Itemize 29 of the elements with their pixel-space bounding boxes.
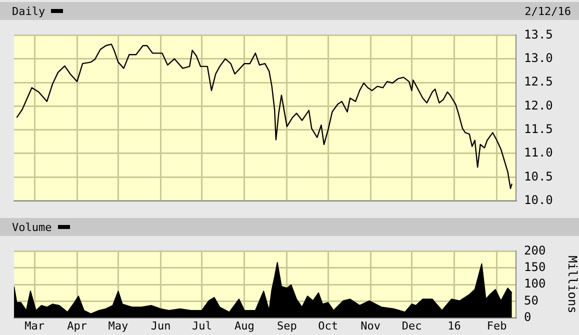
x-tick-label: Feb bbox=[486, 319, 507, 332]
x-tick-label: Dec bbox=[402, 319, 422, 332]
y2-tick-label: 150 bbox=[524, 260, 546, 274]
x-tick-label: Mar bbox=[24, 319, 45, 332]
y2-tick-label: 0 bbox=[524, 310, 532, 324]
y2-tick-label: 10.0 bbox=[524, 192, 553, 207]
text: 2/12/16 bbox=[524, 4, 571, 18]
x-tick-label: 16 bbox=[448, 319, 461, 332]
chart-title: Daily bbox=[12, 4, 46, 18]
y2-tick-label: 200 bbox=[524, 243, 546, 258]
y2-tick-label: 11.5 bbox=[524, 122, 553, 136]
y2-tick-label: 12.0 bbox=[524, 98, 553, 112]
x-tick-label: May bbox=[108, 319, 129, 332]
y2-tick-label: 13.0 bbox=[524, 50, 553, 65]
x-tick-label: Apr bbox=[67, 319, 88, 332]
y2-tick-label: 10.5 bbox=[524, 169, 553, 184]
y2-axis-title: Millions bbox=[566, 256, 579, 314]
y2-tick-label: 12.5 bbox=[524, 74, 553, 89]
y2-tick-label: 100 bbox=[524, 276, 546, 291]
x-tick-label: Aug bbox=[234, 319, 254, 332]
x-tick-label: Sep bbox=[277, 319, 297, 332]
y2-tick-label: 11.0 bbox=[524, 146, 553, 160]
chart-title: Volume bbox=[12, 220, 52, 234]
x-tick-label: Nov bbox=[360, 319, 381, 332]
x-tick-label: Oct bbox=[318, 319, 338, 332]
y2-tick-label: 50 bbox=[524, 293, 538, 308]
y2-tick-label: 13.5 bbox=[524, 27, 553, 42]
x-tick-label: Jul bbox=[192, 319, 212, 332]
x-tick-label: Jun bbox=[150, 319, 171, 332]
